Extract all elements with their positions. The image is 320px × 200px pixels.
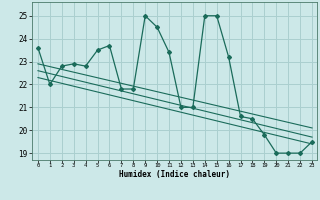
X-axis label: Humidex (Indice chaleur): Humidex (Indice chaleur) [119, 170, 230, 179]
